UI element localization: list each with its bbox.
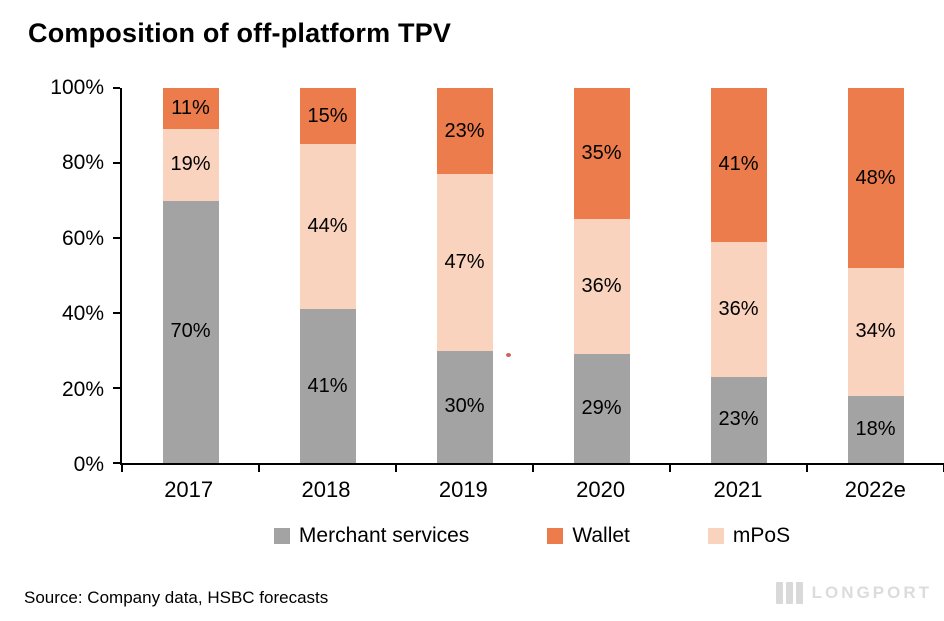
bar-2019: 23% 47% 30% xyxy=(436,88,493,463)
bar-slot: 11% 19% 70% xyxy=(122,88,259,463)
segment-merchant: 30% xyxy=(436,350,493,463)
segment-mpos: 47% xyxy=(436,174,493,351)
y-tick xyxy=(113,387,120,389)
segment-merchant: 29% xyxy=(573,354,630,463)
legend-swatch xyxy=(547,528,564,544)
legend-item-wallet: Wallet xyxy=(547,524,630,548)
x-axis-label: 2017 xyxy=(164,477,214,502)
x-axis-label: 2020 xyxy=(576,477,626,502)
bar-slot: 15% 44% 41% xyxy=(259,88,396,463)
segment-wallet: 35% xyxy=(573,88,630,220)
segment-merchant: 70% xyxy=(162,200,219,463)
x-axis-label: 2022e xyxy=(844,477,906,502)
bar-2017: 11% 19% 70% xyxy=(162,88,219,463)
segment-value-label: 23% xyxy=(718,408,759,431)
y-tick-label: 80% xyxy=(61,151,104,175)
x-tick xyxy=(668,465,671,472)
segment-value-label: 34% xyxy=(855,320,896,343)
segment-wallet: 11% xyxy=(162,88,219,130)
bar-2021: 41% 36% 23% xyxy=(710,88,767,463)
bar-slot: 35% 36% 29% xyxy=(533,88,670,463)
x-tick xyxy=(806,465,808,472)
segment-value-label: 19% xyxy=(170,153,211,176)
longport-logo xyxy=(775,582,803,604)
x-labels: 2017 2018 2019 2020 2021 2022e xyxy=(120,477,944,503)
segment-mpos: 44% xyxy=(299,144,356,310)
chart-area: 100% 80% 60% 40% 20% 0% 11% 19% 70% 15% 44% 41% 23%… xyxy=(0,76,944,476)
bar-slot: 41% 36% 23% xyxy=(670,88,807,463)
source-text: Source: Company data, HSBC forecasts xyxy=(24,588,329,607)
segment-merchant: 23% xyxy=(710,376,767,463)
x-tick xyxy=(121,465,123,472)
y-tick-label: 40% xyxy=(61,302,104,326)
stray-mark xyxy=(506,353,511,357)
bar-slot: 23% 47% 30% xyxy=(396,88,533,463)
segment-value-label: 18% xyxy=(855,417,896,440)
segment-value-label: 44% xyxy=(307,215,348,238)
chart-title: Composition of off-platform TPV xyxy=(28,18,452,48)
segment-merchant: 41% xyxy=(299,309,356,463)
legend-label: mPoS xyxy=(732,524,791,547)
bars: 11% 19% 70% 15% 44% 41% 23% 47% 30% 35% 36% 29% 41% 3… xyxy=(122,88,944,463)
y-tick xyxy=(113,237,120,239)
legend-swatch xyxy=(707,528,724,544)
segment-wallet: 41% xyxy=(710,88,767,242)
legend-label: Wallet xyxy=(572,524,630,547)
y-axis: 100% 80% 60% 40% 20% 0% xyxy=(0,76,120,476)
x-tick xyxy=(394,465,397,472)
segment-mpos: 19% xyxy=(162,129,219,201)
segment-value-label: 70% xyxy=(170,320,211,343)
bar-2020: 35% 36% 29% xyxy=(573,88,630,463)
segment-value-label: 23% xyxy=(444,119,485,142)
segment-value-label: 47% xyxy=(444,250,485,273)
segment-wallet: 15% xyxy=(299,88,356,145)
x-tick xyxy=(532,465,534,472)
y-tick-label: 60% xyxy=(61,226,104,250)
longport-watermark: LONGPORT xyxy=(775,582,932,604)
segment-value-label: 41% xyxy=(718,153,759,176)
segment-value-label: 30% xyxy=(444,395,485,418)
y-tick-label: 20% xyxy=(61,377,104,401)
segment-value-label: 36% xyxy=(581,275,622,298)
legend-item-merchant: Merchant services xyxy=(273,524,470,548)
x-axis-label: 2018 xyxy=(301,477,351,502)
x-axis-label: 2021 xyxy=(713,477,763,502)
segment-wallet: 23% xyxy=(436,88,493,175)
legend-item-mpos: mPoS xyxy=(707,524,791,548)
x-axis-label: 2019 xyxy=(438,477,488,502)
segment-mpos: 34% xyxy=(847,268,904,396)
bar-2018: 15% 44% 41% xyxy=(299,88,356,463)
segment-mpos: 36% xyxy=(573,219,630,355)
segment-value-label: 48% xyxy=(855,166,896,189)
bar-slot: 48% 34% 18% xyxy=(807,88,944,463)
segment-merchant: 18% xyxy=(847,395,904,463)
y-tick xyxy=(113,87,120,89)
plot: 11% 19% 70% 15% 44% 41% 23% 47% 30% 35% 36% 29% 41% 3… xyxy=(113,87,944,472)
bar-2022e: 48% 34% 18% xyxy=(847,88,904,463)
y-tick xyxy=(113,162,120,164)
watermark-label: LONGPORT xyxy=(811,583,932,602)
segment-value-label: 29% xyxy=(581,397,622,420)
segment-value-label: 41% xyxy=(307,374,348,397)
legend-label: Merchant services xyxy=(298,524,470,547)
y-tick xyxy=(113,462,120,464)
segment-value-label: 35% xyxy=(581,142,622,165)
segment-value-label: 36% xyxy=(718,297,759,320)
segment-value-label: 11% xyxy=(171,97,210,120)
segment-value-label: 15% xyxy=(307,104,348,127)
y-tick-label: 0% xyxy=(73,453,104,476)
segment-wallet: 48% xyxy=(847,88,904,268)
legend: Merchant services Wallet mPoS xyxy=(120,524,944,548)
y-tick xyxy=(113,312,120,314)
legend-swatch xyxy=(273,528,290,544)
x-tick xyxy=(257,465,260,472)
y-tick-label: 100% xyxy=(50,76,104,99)
segment-mpos: 36% xyxy=(710,241,767,377)
